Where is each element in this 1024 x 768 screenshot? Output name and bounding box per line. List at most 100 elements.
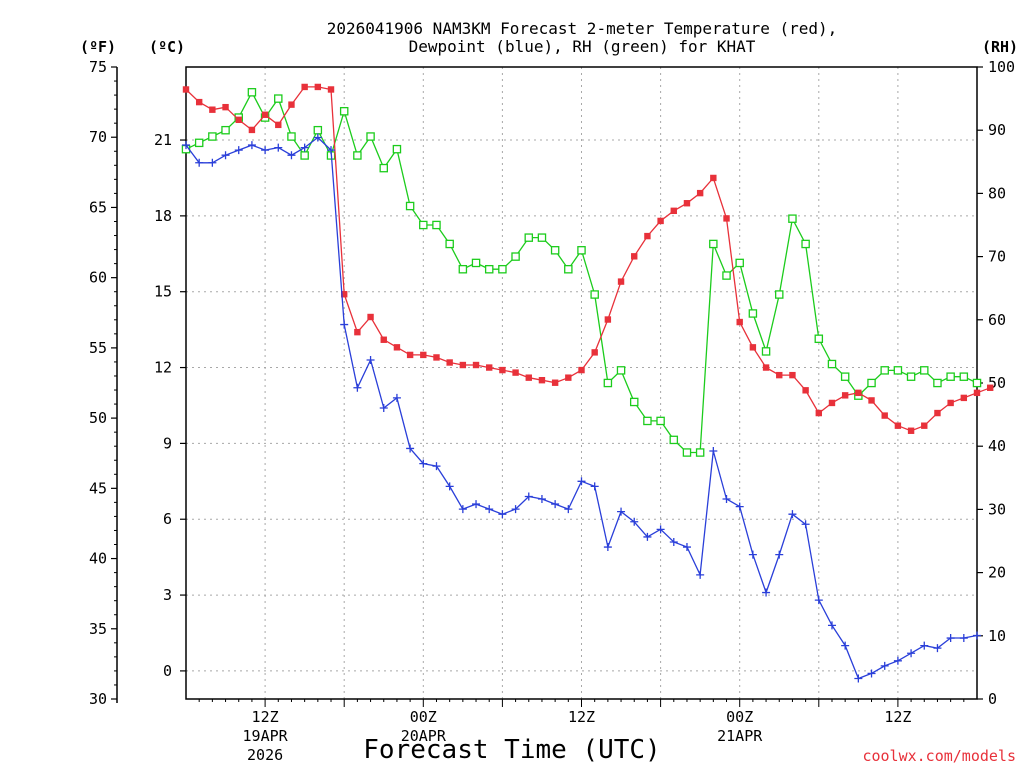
rh-tick-label: 80: [988, 184, 1006, 202]
dewpoint-point: [379, 403, 388, 412]
rh-point: [208, 132, 217, 141]
temperature-point: [472, 361, 480, 369]
rh-point: [814, 334, 824, 344]
fahrenheit-tick-label: 30: [89, 690, 107, 708]
dewpoint-point: [340, 320, 349, 329]
temperature-point: [301, 83, 308, 91]
dewpoint-point: [762, 588, 771, 597]
dewpoint-point: [419, 459, 428, 468]
rh-point: [590, 290, 599, 299]
temperature-point: [802, 387, 809, 394]
rh-point: [959, 372, 969, 381]
fahrenheit-tick-label: 40: [89, 550, 107, 568]
dewpoint-point: [775, 550, 784, 559]
rh-point: [287, 132, 296, 141]
temperature-point: [341, 291, 348, 298]
rh-point: [933, 378, 942, 388]
rh-point: [748, 309, 758, 318]
temperature-point: [420, 351, 427, 359]
dewpoint-point: [854, 674, 863, 683]
rh-point: [643, 416, 652, 426]
rh-point: [682, 448, 692, 457]
x-tick-year-label: 2026: [247, 746, 283, 764]
axes: 7570656055504540353021181512963010090807…: [89, 58, 1015, 764]
rh-point: [313, 125, 323, 135]
rh-point: [695, 448, 705, 457]
rh-point: [775, 290, 784, 299]
temperature-point: [512, 369, 519, 376]
temperature-point: [841, 392, 849, 399]
dewpoint-point: [287, 151, 296, 160]
rh-tick-label: 0: [988, 690, 997, 708]
x-tick-date-label: 21APR: [717, 727, 763, 745]
fahrenheit-tick-label: 70: [89, 128, 107, 146]
temperature-point: [380, 336, 387, 343]
temperature-point: [644, 232, 651, 240]
dewpoint-point: [366, 355, 375, 364]
dewpoint-point: [274, 143, 283, 152]
rh-point: [300, 151, 309, 160]
rh-unit-label: (RH): [982, 38, 1018, 56]
dewpoint-point: [603, 543, 612, 552]
x-axis-title: Forecast Time (UTC): [363, 735, 660, 765]
rh-point: [432, 220, 441, 230]
rh-tick-label: 100: [988, 58, 1015, 76]
temperature-point: [881, 412, 888, 419]
rh-tick-label: 60: [988, 311, 1006, 329]
rh-point: [445, 239, 454, 249]
celsius-tick-label: 18: [154, 207, 172, 225]
rh-point: [893, 366, 903, 375]
temperature-point: [591, 349, 598, 356]
temperature-point: [696, 189, 704, 197]
temperature-point: [657, 217, 664, 225]
rh-point: [550, 246, 560, 255]
temperature-point: [762, 364, 770, 371]
fahrenheit-tick-label: 35: [89, 620, 107, 638]
dewpoint-point: [801, 520, 810, 529]
temperature-point: [815, 409, 822, 417]
temperature-point: [631, 253, 638, 260]
fahrenheit-tick-label: 45: [89, 479, 107, 497]
celsius-tick-label: 9: [163, 434, 172, 452]
rh-point: [920, 366, 929, 375]
temperature-point: [499, 366, 506, 374]
credit-text: coolwx.com/models: [862, 747, 1016, 765]
temperature-point: [855, 389, 862, 397]
rh-point: [564, 264, 573, 274]
temperature-point: [749, 344, 757, 351]
rh-point: [511, 252, 520, 261]
dewpoint-point: [973, 631, 981, 640]
dewpoint-point: [234, 146, 243, 155]
x-tick-label: 00Z: [410, 708, 437, 726]
dewpoint-point: [709, 446, 718, 455]
temperature-point: [828, 399, 836, 407]
rh-point: [629, 397, 639, 407]
celsius-tick-label: 21: [154, 131, 172, 149]
rh-point: [972, 378, 982, 388]
dewpoint-point: [867, 669, 876, 678]
temperature-point: [789, 371, 796, 379]
celsius-tick-label: 12: [154, 359, 172, 377]
rh-point: [405, 201, 415, 211]
dewpoint-point: [788, 510, 797, 519]
temperature-point: [354, 328, 361, 336]
dewpoint-point: [472, 500, 481, 509]
temperature-point: [960, 394, 968, 402]
x-tick-label: 00Z: [726, 708, 753, 726]
dewpoint-point: [907, 649, 916, 658]
rh-point: [616, 366, 626, 375]
rh-point: [656, 416, 665, 426]
dewpoint-point: [933, 644, 942, 653]
temperature-point: [209, 106, 216, 113]
rh-point: [880, 366, 889, 375]
rh-tick-label: 30: [988, 500, 1006, 518]
dewpoint-point: [748, 550, 757, 559]
x-tick-label: 12Z: [884, 708, 911, 726]
rh-point: [471, 258, 481, 268]
rh-tick-label: 10: [988, 627, 1006, 645]
rh-point: [801, 239, 810, 249]
temperature-point: [894, 422, 902, 429]
temperature-point: [723, 215, 730, 222]
rh-point: [537, 233, 547, 242]
